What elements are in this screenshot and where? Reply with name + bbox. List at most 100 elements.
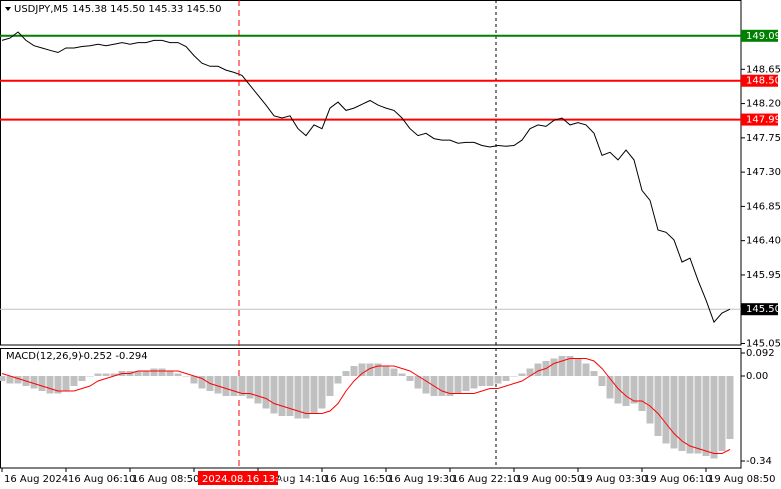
macd-panel-frame [0, 348, 742, 469]
x-tick-label: 19 Aug 08:50 [708, 474, 775, 485]
y-tick-label: 145.05 [746, 338, 781, 349]
price-line [1, 31, 731, 324]
level-label-box [741, 74, 778, 87]
macd-bar [726, 376, 734, 439]
macd-bar [102, 373, 110, 376]
macd-bar [662, 376, 670, 444]
macd-bar [166, 371, 174, 376]
macd-bar [294, 376, 302, 419]
macd-bar [398, 373, 406, 376]
macd-bar [350, 366, 358, 376]
macd-bar [6, 376, 14, 384]
macd-bar [622, 376, 630, 406]
x-tick-label: 16 Aug 22:10 [452, 474, 519, 485]
x-tick-label: 19 Aug 00:50 [516, 474, 583, 485]
macd-bar [174, 373, 182, 376]
macd-bar [78, 376, 86, 381]
x-tick-label: 16 Aug 06:10 [68, 474, 135, 485]
macd-bar [582, 363, 590, 376]
x-tick-label: 19 Aug 03:30 [580, 474, 647, 485]
macd-bar [222, 376, 230, 396]
macd-bar [638, 376, 646, 411]
macd-bar [302, 376, 310, 419]
macd-bar [382, 366, 390, 376]
macd-bar [414, 376, 422, 389]
macd-bar [454, 376, 462, 394]
macd-bar [70, 376, 78, 386]
crosshair-label: 2024.08.16 13:20 [202, 474, 291, 485]
macd-bar [286, 376, 294, 416]
signal-line [1, 358, 731, 454]
macd-bar [46, 376, 54, 394]
macd-bar [550, 358, 558, 376]
macd-bar [182, 376, 190, 377]
x-tick-label: 19 Aug 06:10 [644, 474, 711, 485]
y-tick-label: -0.34 [746, 456, 772, 467]
current-price-box [741, 303, 778, 316]
level-label: 148.50 [746, 76, 781, 87]
macd-bar [686, 376, 694, 454]
macd-bar [678, 376, 686, 451]
y-tick-label: 147.30 [746, 167, 781, 178]
macd-bar [718, 376, 726, 451]
chart-title: USDJPY,M5 [14, 4, 68, 15]
macd-bar [38, 376, 46, 391]
chart-subtitle: 145.38 145.50 145.33 145.50 [72, 4, 222, 15]
crosshair-label-box [198, 471, 278, 485]
macd-bar [14, 376, 22, 384]
x-tick-label: 16 Aug 08:50 [132, 474, 199, 485]
macd-bar [462, 376, 470, 391]
macd-bar [502, 376, 510, 381]
macd-bar [262, 376, 270, 409]
macd-bar [150, 368, 158, 376]
macd-bar [614, 376, 622, 404]
macd-bar [598, 376, 606, 386]
macd-bar [510, 376, 518, 377]
macd-bar [470, 376, 478, 389]
current-price-label: 145.50 [746, 304, 781, 315]
macd-bar [30, 376, 38, 389]
level-label: 147.99 [746, 115, 781, 126]
x-tick-label: 16 Aug 19:30 [388, 474, 455, 485]
y-tick-label: 0.092 [746, 348, 775, 359]
y-tick-label: 147.75 [746, 133, 781, 144]
level-label: 149.09 [746, 31, 781, 42]
macd-bar [422, 376, 430, 394]
x-tick-label: 16 Aug 2024 [4, 474, 68, 485]
y-tick-label: 0.00 [746, 371, 768, 382]
macd-bar [94, 373, 102, 376]
macd-bar [270, 376, 278, 414]
macd-bar [86, 376, 94, 377]
macd-bar [494, 376, 502, 384]
macd-bar [446, 376, 454, 396]
y-tick-label: 148.20 [746, 99, 781, 110]
macd-bar [334, 376, 342, 384]
macd-bar [566, 356, 574, 376]
macd-bar [710, 376, 718, 459]
y-tick-label: 148.65 [746, 64, 781, 75]
macd-bar [406, 376, 414, 381]
macd-bar [694, 376, 702, 454]
y-tick-label: 146.40 [746, 236, 781, 247]
macd-bar [142, 371, 150, 376]
macd-bar [574, 358, 582, 376]
macd-bar [526, 368, 534, 376]
macd-bar [438, 376, 446, 396]
macd-bar [326, 376, 334, 396]
x-tick-label: 16 Aug 14:10 [260, 474, 327, 485]
macd-bar [486, 376, 494, 386]
macd-bar [342, 371, 350, 376]
macd-bar [134, 371, 142, 376]
macd-bar [310, 376, 318, 414]
macd-bar [254, 376, 262, 404]
macd-bar [278, 376, 286, 416]
macd-bar [318, 376, 326, 409]
macd-bar [558, 356, 566, 376]
level-label-box [741, 113, 778, 126]
macd-bar [190, 376, 198, 384]
macd-bar [374, 363, 382, 376]
price-panel-frame [0, 0, 742, 346]
macd-bar [110, 373, 118, 376]
macd-bar [646, 376, 654, 424]
